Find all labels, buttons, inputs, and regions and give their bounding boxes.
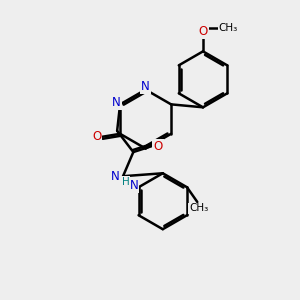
Text: N: N <box>130 179 139 192</box>
Text: O: O <box>153 140 163 153</box>
Text: N: N <box>110 170 119 183</box>
Text: CH₃: CH₃ <box>189 203 208 213</box>
Text: N: N <box>141 80 150 93</box>
Text: CH₃: CH₃ <box>218 23 238 33</box>
Text: O: O <box>92 130 101 143</box>
Text: N: N <box>112 96 121 110</box>
Text: H: H <box>122 177 129 187</box>
Text: O: O <box>198 25 208 38</box>
